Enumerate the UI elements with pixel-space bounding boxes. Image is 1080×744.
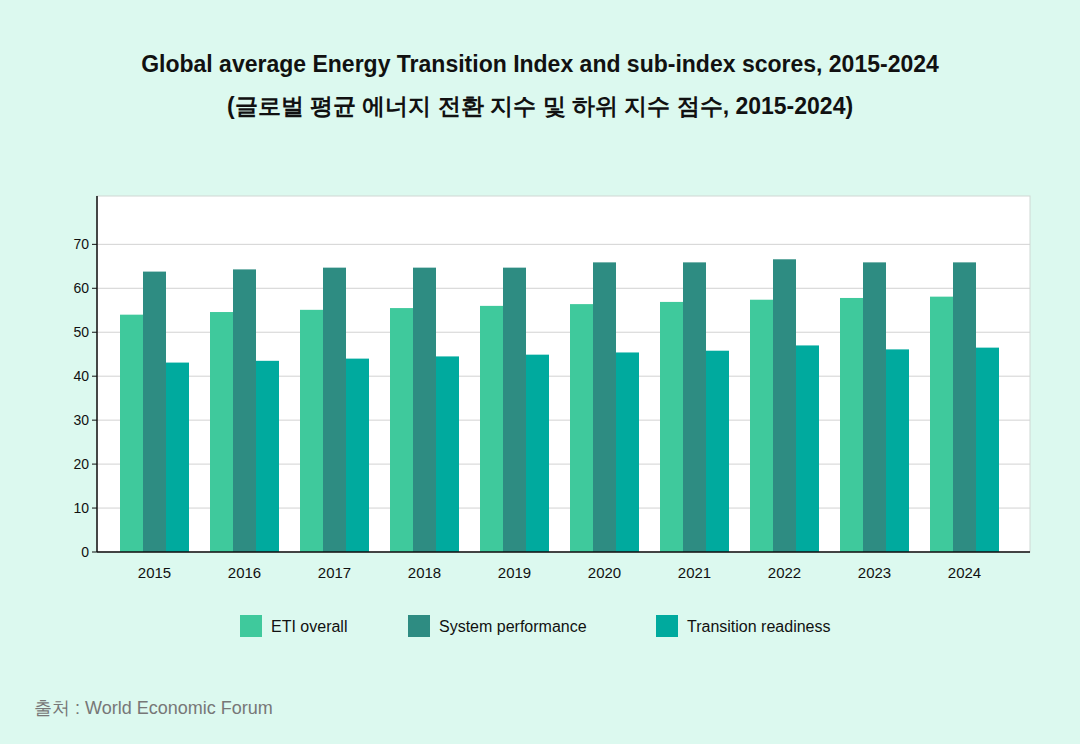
bar (683, 262, 706, 552)
tick-label: 10 (73, 500, 89, 516)
legend-label: System performance (439, 618, 587, 635)
bar (773, 259, 796, 552)
category-label: 2021 (678, 564, 711, 581)
tick-label: 60 (73, 280, 89, 296)
bar (526, 355, 549, 552)
category-label: 2018 (408, 564, 441, 581)
category-label: 2017 (318, 564, 351, 581)
bar (593, 262, 616, 552)
bar (976, 348, 999, 552)
legend-swatch (656, 615, 678, 637)
bars (120, 259, 999, 552)
tick-label: 20 (73, 456, 89, 472)
bar (346, 359, 369, 552)
grid-line (97, 244, 1030, 245)
bar (300, 310, 323, 552)
bar (256, 361, 279, 552)
chart: Global average Energy Transition Index a… (0, 0, 1080, 744)
bar (503, 268, 526, 552)
bar (233, 269, 256, 552)
category-label: 2024 (948, 564, 981, 581)
source: 출처 : World Economic Forum (34, 698, 273, 718)
category-label: 2019 (498, 564, 531, 581)
bar (390, 308, 413, 552)
bar (886, 349, 909, 552)
bar (616, 352, 639, 552)
legend-label: ETI overall (271, 618, 347, 635)
category-label: 2015 (138, 564, 171, 581)
y-axis (96, 196, 98, 552)
plot-area (97, 196, 1030, 552)
bar (120, 315, 143, 552)
subtitle: (글로벌 평균 에너지 전환 지수 및 하위 지수 점수, 2015-2024) (227, 93, 853, 119)
bar (660, 302, 683, 552)
tick-label: 30 (73, 412, 89, 428)
tick-label: 40 (73, 368, 89, 384)
x-axis (97, 551, 1030, 553)
grid-line (97, 552, 1030, 553)
bar (210, 312, 233, 552)
bar (863, 262, 886, 552)
bar (143, 272, 166, 552)
tick-label: 0 (81, 544, 89, 560)
bar (796, 345, 819, 552)
tick-label: 50 (73, 324, 89, 340)
bar (413, 268, 436, 552)
bar (930, 297, 953, 552)
tick-label: 70 (73, 236, 89, 252)
bar (480, 306, 503, 552)
bar (750, 300, 773, 552)
bar (436, 356, 459, 552)
bar (953, 262, 976, 552)
bar (570, 304, 593, 552)
legend-swatch (240, 615, 262, 637)
category-label: 2020 (588, 564, 621, 581)
category-label: 2016 (228, 564, 261, 581)
category-label: 2022 (768, 564, 801, 581)
legend-label: Transition readiness (687, 618, 830, 635)
legend-swatch (408, 615, 430, 637)
bar (840, 298, 863, 552)
title: Global average Energy Transition Index a… (141, 51, 939, 77)
bar (166, 363, 189, 552)
bar (706, 351, 729, 552)
bar (323, 268, 346, 552)
category-label: 2023 (858, 564, 891, 581)
